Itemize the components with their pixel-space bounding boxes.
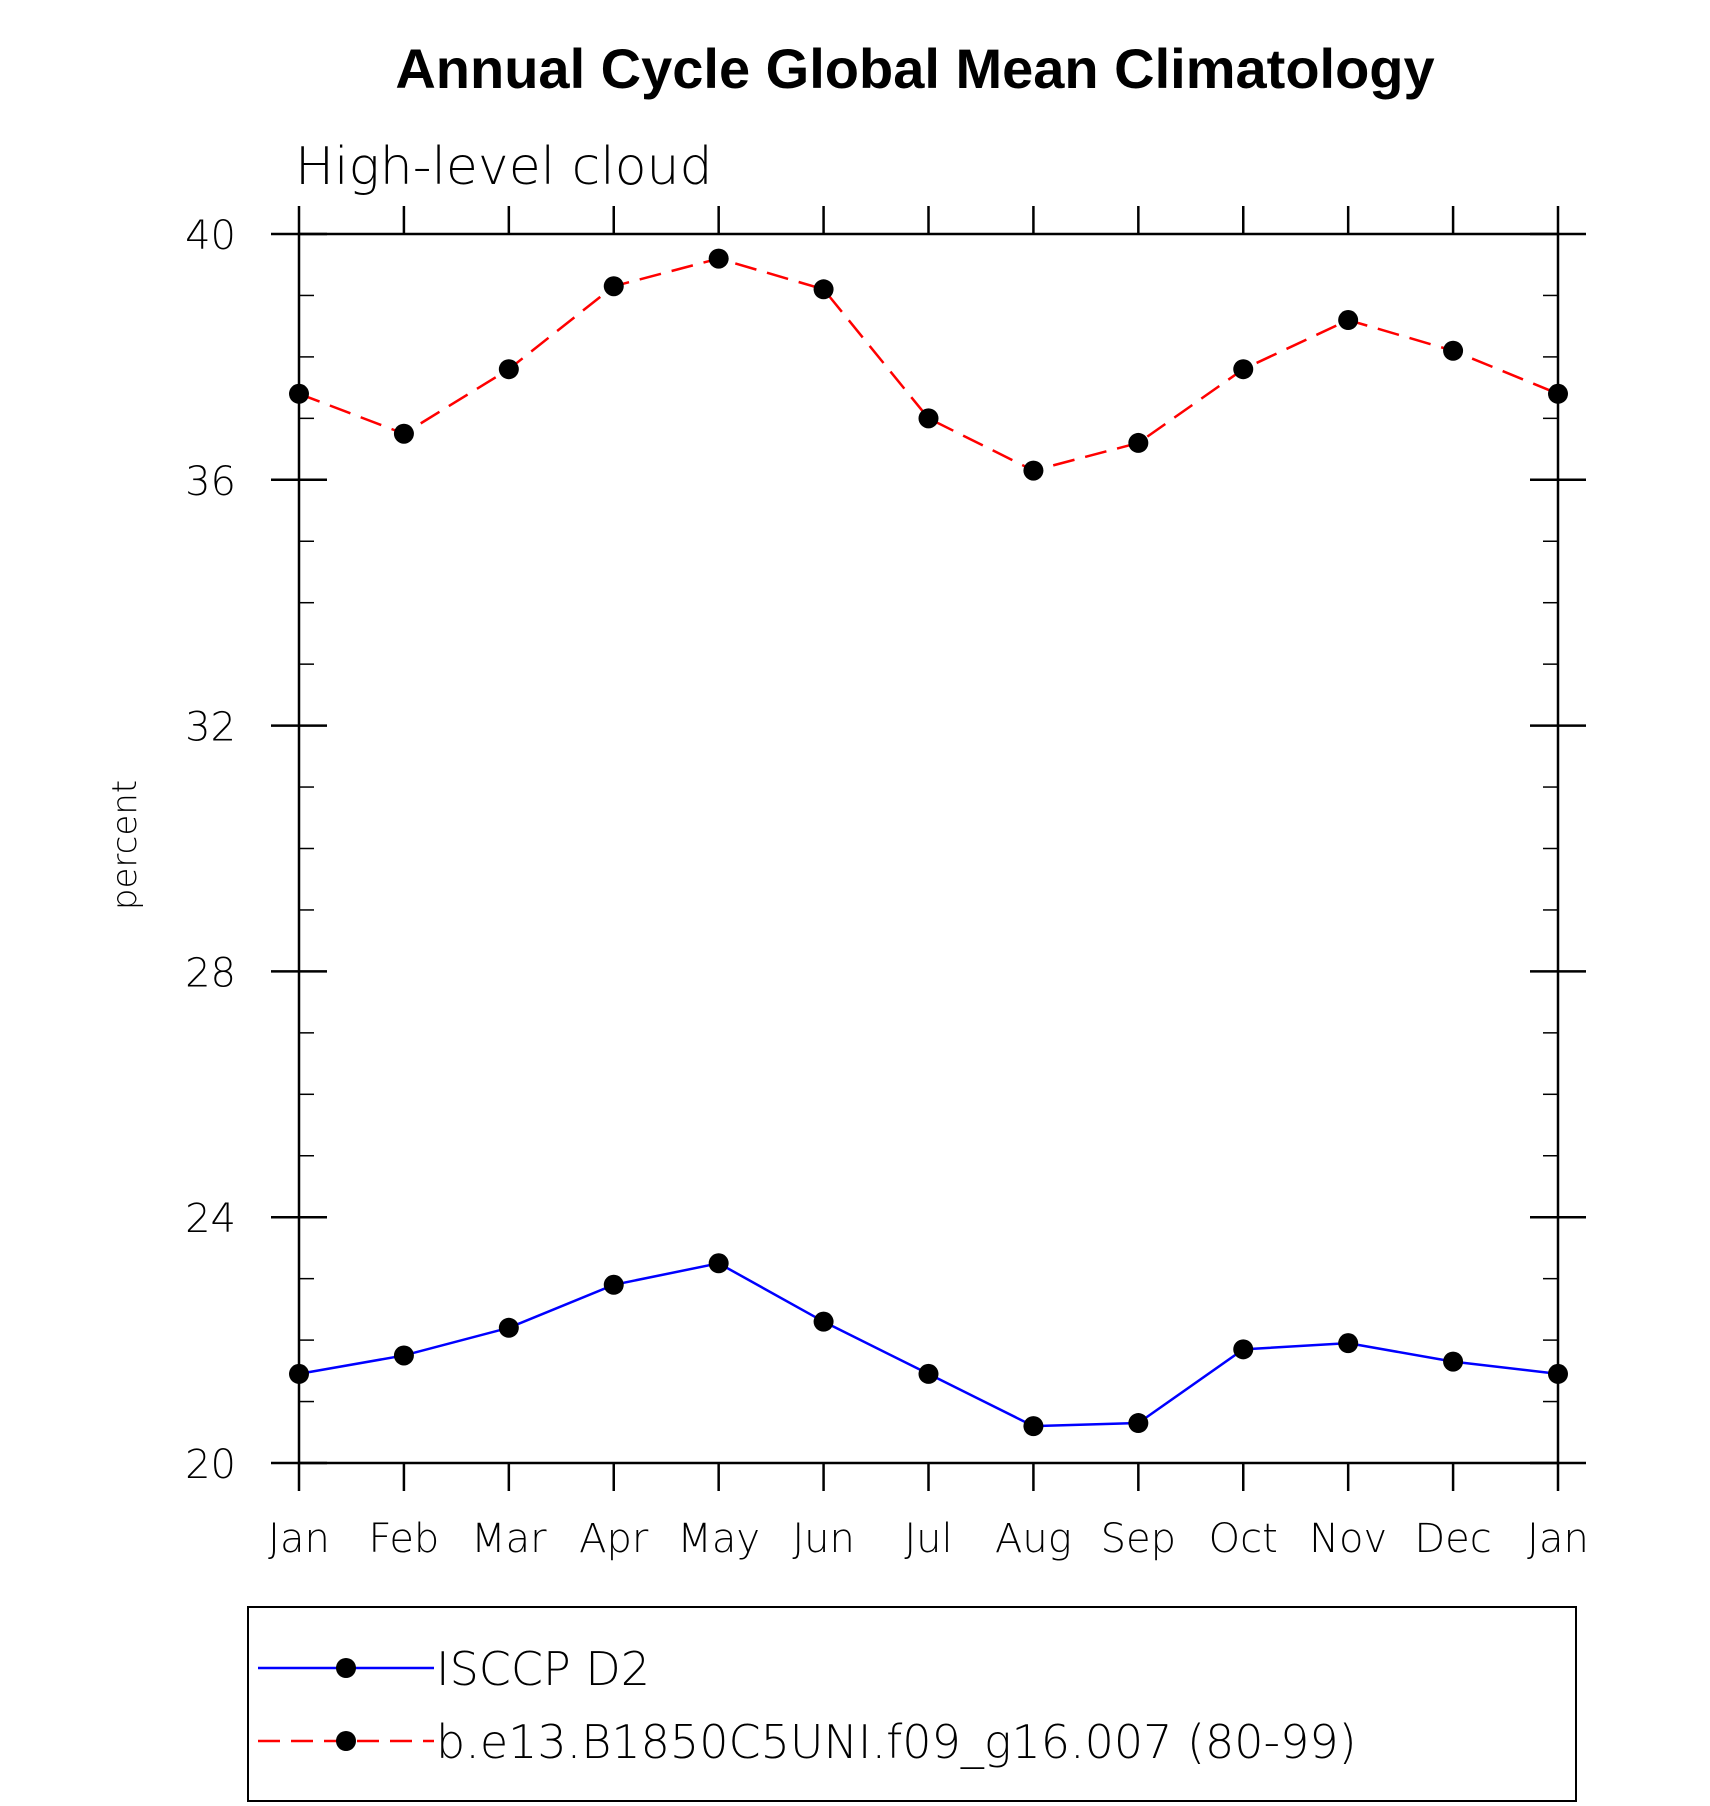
data-point <box>1338 310 1359 331</box>
x-tick-label: Apr <box>579 1516 649 1562</box>
data-point <box>708 1253 729 1274</box>
x-tick-label: May <box>677 1516 760 1562</box>
chart-title: Annual Cycle Global Mean Climatology <box>395 37 1434 100</box>
legend-label-1: b.e13.B1850C5UNI.f09_g16.007 (80-99) <box>436 1715 1357 1769</box>
data-point <box>393 1345 414 1366</box>
data-point <box>289 1363 309 1384</box>
data-point <box>918 408 939 429</box>
data-point <box>813 279 834 300</box>
data-point <box>603 276 624 297</box>
y-tick-label: 40 <box>185 213 236 259</box>
legend-marker-0 <box>336 1658 356 1678</box>
data-point <box>498 359 519 380</box>
x-tick-label: Feb <box>369 1516 440 1562</box>
series-layer <box>289 248 1568 1437</box>
x-tick-label: Mar <box>471 1516 547 1562</box>
x-tick-labels: Jan Feb Mar Apr May Jun Jul Aug Sep Oct Nov Dec Jan <box>268 1516 1589 1562</box>
data-point <box>1023 460 1044 481</box>
x-tick-label: Nov <box>1309 1516 1387 1562</box>
chart-subtitle: High-level cloud <box>295 137 712 197</box>
y-tick-label: 28 <box>185 950 236 996</box>
data-point <box>1233 359 1254 380</box>
data-point <box>1548 383 1568 404</box>
legend-box <box>247 1606 1577 1802</box>
data-point <box>1128 1413 1149 1434</box>
x-tick-label: Sep <box>1101 1516 1176 1562</box>
data-point <box>1338 1333 1359 1354</box>
data-point <box>1023 1416 1044 1437</box>
data-point <box>289 383 309 404</box>
series-line-1 <box>298 257 1559 472</box>
x-tick-label: Jun <box>792 1516 855 1562</box>
axis-ticks <box>271 206 1586 1491</box>
x-tick-label: Aug <box>995 1516 1072 1562</box>
data-point <box>1128 432 1149 453</box>
data-point <box>708 248 729 269</box>
x-tick-label: Jan <box>1527 1516 1589 1562</box>
legend: ISCCP D2 b.e13.B1850C5UNI.f09_g16.007 (80… <box>258 1642 1357 1769</box>
data-point <box>498 1317 519 1338</box>
y-tick-label: 32 <box>185 705 236 751</box>
data-point <box>1233 1339 1254 1360</box>
data-point <box>1443 1351 1464 1372</box>
data-point <box>1443 340 1464 361</box>
y-tick-label: 24 <box>185 1196 236 1242</box>
x-tick-label: Jan <box>268 1516 330 1562</box>
data-point <box>918 1363 939 1384</box>
legend-marker-1 <box>336 1731 356 1751</box>
series-line-0 <box>298 1261 1559 1428</box>
legend-label-0: ISCCP D2 <box>436 1642 650 1696</box>
x-tick-label: Dec <box>1414 1516 1491 1562</box>
y-axis-label: percent <box>105 780 145 910</box>
data-point <box>813 1311 834 1332</box>
data-point <box>1548 1363 1568 1384</box>
y-tick-label: 20 <box>185 1442 236 1488</box>
data-point <box>603 1274 624 1295</box>
data-point <box>393 423 414 444</box>
x-tick-label: Jul <box>904 1516 952 1562</box>
y-tick-label: 36 <box>185 459 236 505</box>
x-tick-label: Oct <box>1209 1516 1278 1562</box>
y-tick-labels: 20 24 28 32 36 40 <box>185 213 236 1488</box>
